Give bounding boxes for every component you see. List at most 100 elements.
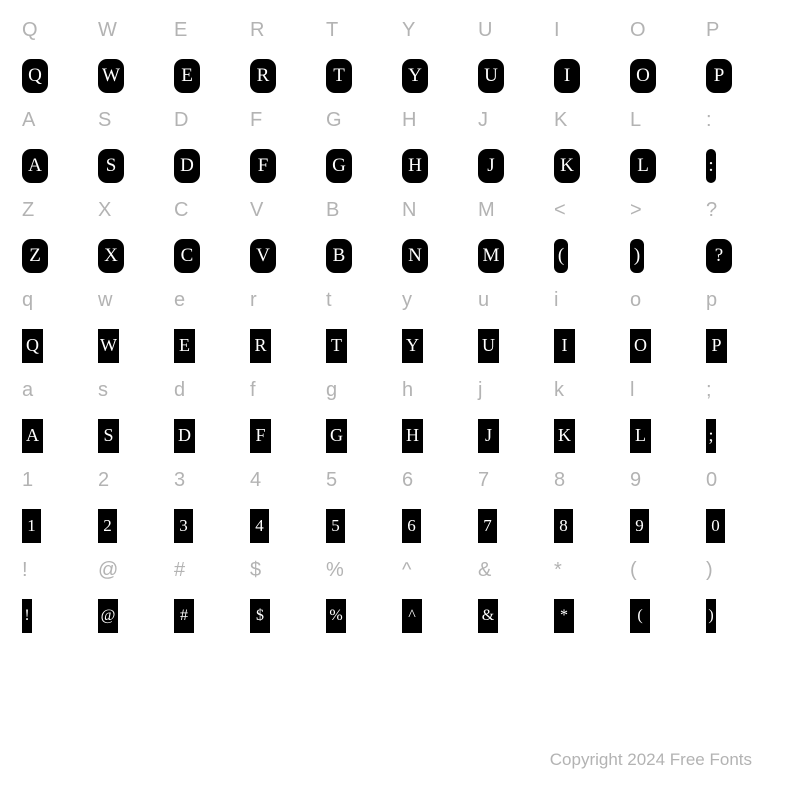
char-label-cell: ): [704, 548, 780, 593]
char-label: o: [630, 289, 641, 312]
char-glyph: F: [250, 419, 271, 453]
char-glyph-cell: E: [172, 323, 248, 368]
char-glyph-cell: K: [552, 413, 628, 458]
char-glyph: W: [98, 329, 119, 363]
char-glyph: Z: [22, 239, 48, 273]
char-glyph-cell: G: [324, 143, 400, 188]
char-glyph-cell: I: [552, 53, 628, 98]
char-label: U: [478, 19, 492, 42]
char-glyph: 4: [250, 509, 269, 543]
char-label: L: [630, 109, 641, 132]
char-label: 3: [174, 469, 185, 492]
char-glyph-cell: M: [476, 233, 552, 278]
char-glyph-cell: D: [172, 413, 248, 458]
char-glyph: V: [250, 239, 276, 273]
char-label-cell: K: [552, 98, 628, 143]
char-glyph-cell: W: [96, 323, 172, 368]
char-glyph: H: [402, 149, 428, 183]
char-glyph: 1: [22, 509, 41, 543]
char-label-cell: g: [324, 368, 400, 413]
char-label: 1: [22, 469, 33, 492]
char-glyph: T: [326, 329, 347, 363]
char-glyph: Y: [402, 329, 423, 363]
char-label: ?: [706, 199, 717, 222]
char-label: T: [326, 19, 338, 42]
char-label: y: [402, 289, 412, 312]
char-label-cell: %: [324, 548, 400, 593]
char-label: !: [22, 559, 28, 582]
char-glyph: F: [250, 149, 276, 183]
char-label-cell: H: [400, 98, 476, 143]
char-glyph-cell: *: [552, 593, 628, 638]
char-label: E: [174, 19, 187, 42]
char-label: G: [326, 109, 342, 132]
char-glyph-cell: 5: [324, 503, 400, 548]
char-glyph: A: [22, 419, 43, 453]
char-glyph-cell: F: [248, 143, 324, 188]
char-label-cell: 6: [400, 458, 476, 503]
char-glyph-cell: X: [96, 233, 172, 278]
char-label-cell: d: [172, 368, 248, 413]
copyright-text: Copyright 2024 Free Fonts: [550, 750, 752, 770]
char-glyph: X: [98, 239, 124, 273]
char-label: N: [402, 199, 416, 222]
char-glyph: D: [174, 419, 195, 453]
char-label: V: [250, 199, 263, 222]
char-glyph: 2: [98, 509, 117, 543]
char-glyph-cell: $: [248, 593, 324, 638]
char-glyph-cell: ;: [704, 413, 780, 458]
char-glyph-cell: %: [324, 593, 400, 638]
char-glyph: G: [326, 419, 347, 453]
char-label: D: [174, 109, 188, 132]
char-glyph-cell: O: [628, 53, 704, 98]
char-glyph-cell: P: [704, 53, 780, 98]
char-label-cell: >: [628, 188, 704, 233]
char-glyph: Y: [402, 59, 428, 93]
char-label: ^: [402, 559, 411, 582]
char-glyph: M: [478, 239, 504, 273]
char-label-cell: 8: [552, 458, 628, 503]
char-label-cell: X: [96, 188, 172, 233]
char-label-cell: L: [628, 98, 704, 143]
char-label-cell: B: [324, 188, 400, 233]
char-glyph-cell: G: [324, 413, 400, 458]
char-label-cell: ?: [704, 188, 780, 233]
char-glyph: B: [326, 239, 352, 273]
char-glyph: R: [250, 59, 276, 93]
char-label-cell: E: [172, 8, 248, 53]
char-glyph: (: [630, 599, 650, 633]
char-label-cell: ;: [704, 368, 780, 413]
char-label: :: [706, 109, 712, 132]
char-label-cell: $: [248, 548, 324, 593]
char-glyph: 8: [554, 509, 573, 543]
char-label-cell: V: [248, 188, 324, 233]
char-glyph-cell: ?: [704, 233, 780, 278]
char-label-cell: M: [476, 188, 552, 233]
char-label-cell: p: [704, 278, 780, 323]
char-glyph-cell: 1: [20, 503, 96, 548]
char-glyph-cell: K: [552, 143, 628, 188]
char-label: A: [22, 109, 35, 132]
char-label: t: [326, 289, 332, 312]
char-glyph-cell: A: [20, 143, 96, 188]
char-glyph-cell: J: [476, 413, 552, 458]
char-glyph: H: [402, 419, 423, 453]
char-label: #: [174, 559, 185, 582]
char-label-cell: O: [628, 8, 704, 53]
char-label: j: [478, 379, 482, 402]
char-glyph: (: [554, 239, 568, 273]
char-glyph: ): [630, 239, 644, 273]
char-label-cell: ^: [400, 548, 476, 593]
char-label-cell: 0: [704, 458, 780, 503]
char-label: 9: [630, 469, 641, 492]
char-glyph: R: [250, 329, 271, 363]
char-label: k: [554, 379, 564, 402]
char-glyph: Q: [22, 59, 48, 93]
char-label-cell: t: [324, 278, 400, 323]
char-glyph-cell: J: [476, 143, 552, 188]
char-glyph: E: [174, 59, 200, 93]
char-label: a: [22, 379, 33, 402]
char-glyph: Q: [22, 329, 43, 363]
char-glyph: D: [174, 149, 200, 183]
char-label: S: [98, 109, 111, 132]
